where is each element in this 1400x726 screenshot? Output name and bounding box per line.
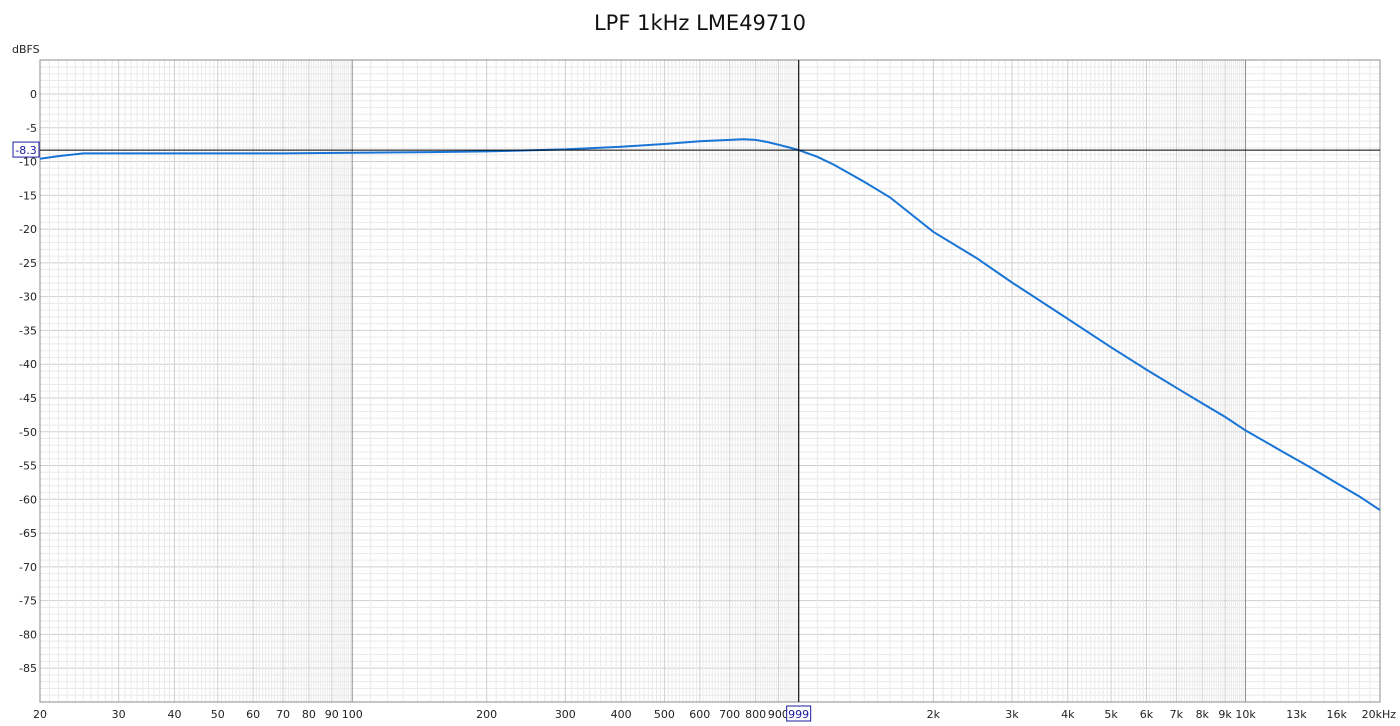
x-tick-label: 600 [689, 708, 710, 721]
x-tick-label: 700 [719, 708, 740, 721]
x-tick-label: 4k [1061, 708, 1075, 721]
x-tick-label: 20 [33, 708, 47, 721]
y-tick-label: -10 [19, 156, 37, 169]
x-tick-label: 200 [476, 708, 497, 721]
x-tick-label: 60 [246, 708, 260, 721]
cursor[interactable]: -8.3 999 [12, 60, 1380, 722]
x-tick-label: 20kHz [1362, 708, 1397, 721]
y-tick-label: -45 [19, 392, 37, 405]
x-tick-label: 8k [1196, 708, 1210, 721]
y-tick-label: -15 [19, 189, 37, 202]
y-tick-label: -5 [26, 122, 37, 135]
chart-title: LPF 1kHz LME49710 [594, 11, 806, 35]
y-tick-label: -65 [19, 527, 37, 540]
x-tick-label: 90 [325, 708, 339, 721]
x-tick-label: 300 [555, 708, 576, 721]
plot-grid [39, 60, 1381, 702]
x-tick-label: 50 [211, 708, 225, 721]
y-tick-label: -85 [19, 662, 37, 675]
x-tick-label: 16k [1327, 708, 1348, 721]
y-tick-label: -60 [19, 493, 37, 506]
x-tick-label: 10k [1235, 708, 1256, 721]
plot-area[interactable] [39, 59, 1381, 703]
x-tick-label: 9k [1218, 708, 1232, 721]
y-axis-unit-label: dBFS [12, 43, 40, 56]
y-tick-label: -55 [19, 460, 37, 473]
x-tick-label: 500 [654, 708, 675, 721]
y-tick-label: -25 [19, 257, 37, 270]
y-axis-ticks: 0 -5 -10 -15 -20 -25 -30 -35 -40 -45 -50 -55 -60 -65 -… [19, 88, 37, 675]
y-tick-label: -50 [19, 426, 37, 439]
y-tick-label: -40 [19, 358, 37, 371]
y-tick-label: -20 [19, 223, 37, 236]
cursor-x-readout: 999 [788, 708, 809, 721]
y-tick-label: -80 [19, 628, 37, 641]
y-tick-label: 0 [30, 88, 37, 101]
x-tick-label: 6k [1140, 708, 1154, 721]
cursor-y-readout-box [12, 141, 40, 158]
x-tick-label: 900 [768, 708, 789, 721]
x-tick-label: 7k [1170, 708, 1184, 721]
y-tick-label: -35 [19, 324, 37, 337]
y-tick-label: -70 [19, 561, 37, 574]
x-tick-label: 40 [167, 708, 181, 721]
x-tick-label: 100 [342, 708, 363, 721]
cursor-x-readout-box [786, 705, 812, 722]
x-tick-label: 2k [927, 708, 941, 721]
x-tick-label: 400 [611, 708, 632, 721]
x-axis-ticks: 20 30 40 50 60 70 80 90 100 200 300 400 500 600 700 800… [33, 708, 1396, 721]
x-tick-label: 70 [276, 708, 290, 721]
x-tick-label: 3k [1005, 708, 1019, 721]
response-curve [39, 138, 1381, 511]
x-tick-label: 13k [1286, 708, 1307, 721]
y-tick-label: -75 [19, 595, 37, 608]
x-tick-label: 5k [1104, 708, 1118, 721]
cursor-y-readout: -8.3 [15, 144, 36, 157]
x-tick-label: 800 [745, 708, 766, 721]
x-tick-label: 30 [112, 708, 126, 721]
y-tick-label: -30 [19, 291, 37, 304]
x-tick-label: 80 [302, 708, 316, 721]
